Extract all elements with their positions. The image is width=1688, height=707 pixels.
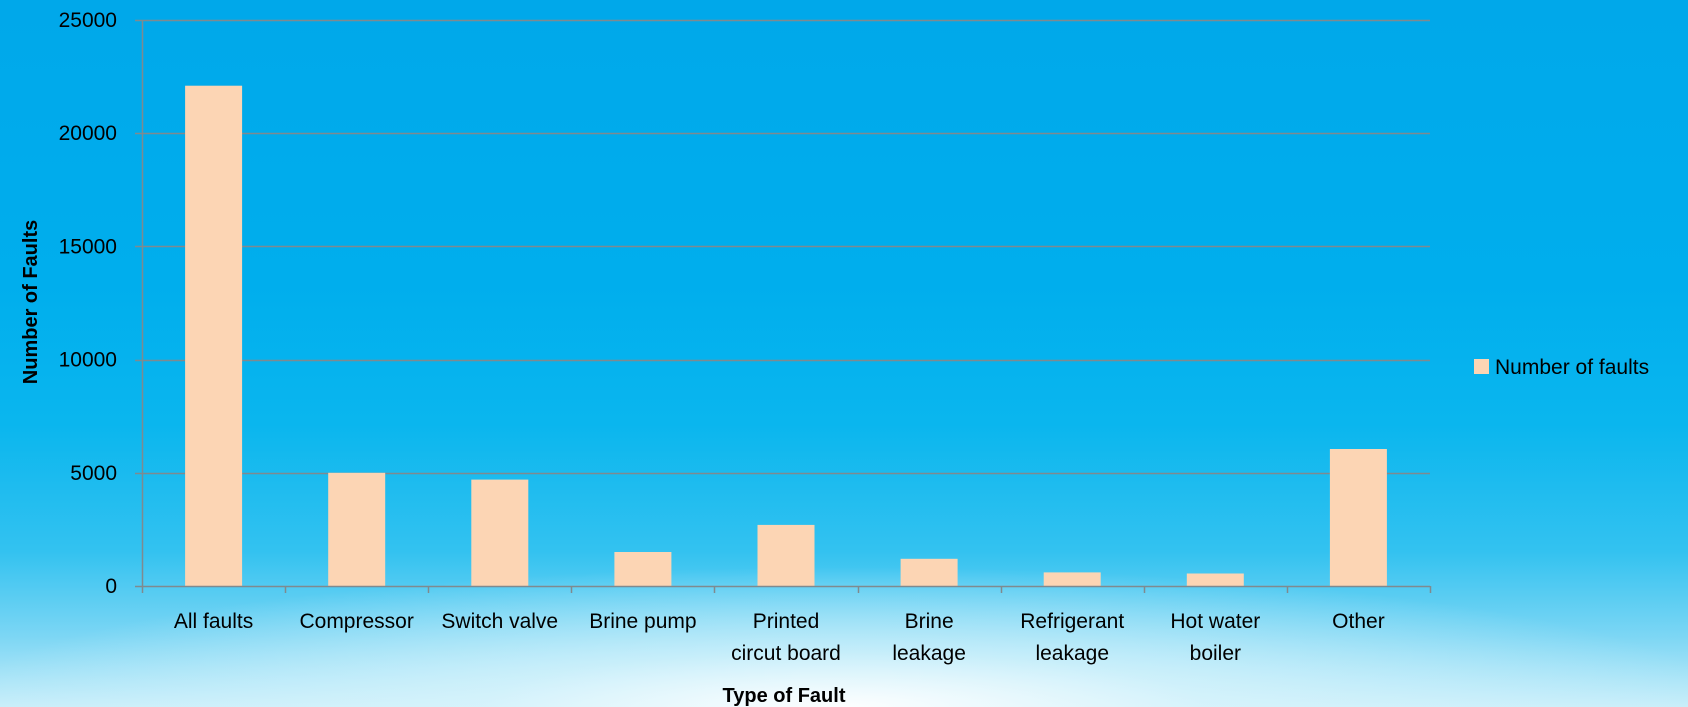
x-axis-title: Type of Fault [723,685,846,707]
y-tick-label: 15000 [59,235,117,258]
bar [1043,572,1101,586]
y-tick-label: 20000 [59,122,117,145]
y-tick-label: 25000 [59,9,117,32]
y-axis-title: Number of Faults [20,220,42,384]
bar [1186,573,1244,586]
bar [900,558,958,586]
x-tick-label: Switch valve [441,610,558,633]
y-tick-label: 0 [105,575,117,598]
bar [757,524,815,586]
x-tick-label: Brine pump [589,610,696,633]
axes [135,19,1432,593]
bar [471,479,529,586]
x-tick-label: Printed circut board [731,610,841,665]
bar [1329,449,1387,586]
x-tick-label: Compressor [299,610,413,633]
bar [328,472,386,586]
x-tick-label: Refrigerant leakage [1020,610,1124,665]
x-tick-label: Other [1332,610,1385,633]
bars [185,85,1387,586]
bar [614,552,672,586]
legend-swatch [1474,359,1489,374]
y-tick-label: 5000 [70,462,117,485]
legend: Number of faults [1474,356,1649,379]
x-tick-label: Brine leakage [892,610,966,665]
bar [185,85,243,586]
legend-label: Number of faults [1495,356,1649,379]
y-tick-label: 10000 [59,349,117,372]
gridlines [142,19,1430,475]
x-tick-labels: All faults Compressor Switch valve Brine pu… [174,610,1385,665]
x-tick-label: Hot water boiler [1170,610,1260,665]
y-tick-labels: 0 5000 10000 15000 20000 25000 [59,9,117,598]
x-tick-label: All faults [174,610,253,633]
